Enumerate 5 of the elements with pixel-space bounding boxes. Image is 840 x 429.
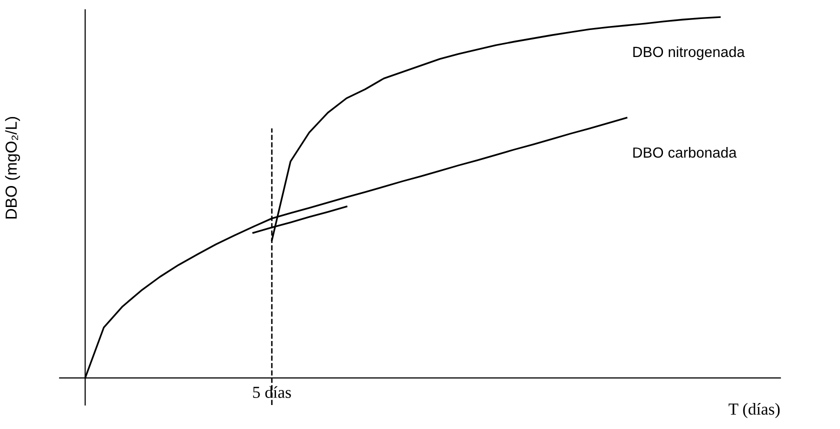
text: DBO carbonada — [633, 147, 737, 158]
x-axis-title: T (días) — [728, 403, 780, 418]
series-label: DBO nitrogenada — [633, 46, 745, 60]
y-axis-title: DBO (mgO₂/L) — [5, 116, 20, 219]
text: 5 días — [253, 386, 291, 398]
